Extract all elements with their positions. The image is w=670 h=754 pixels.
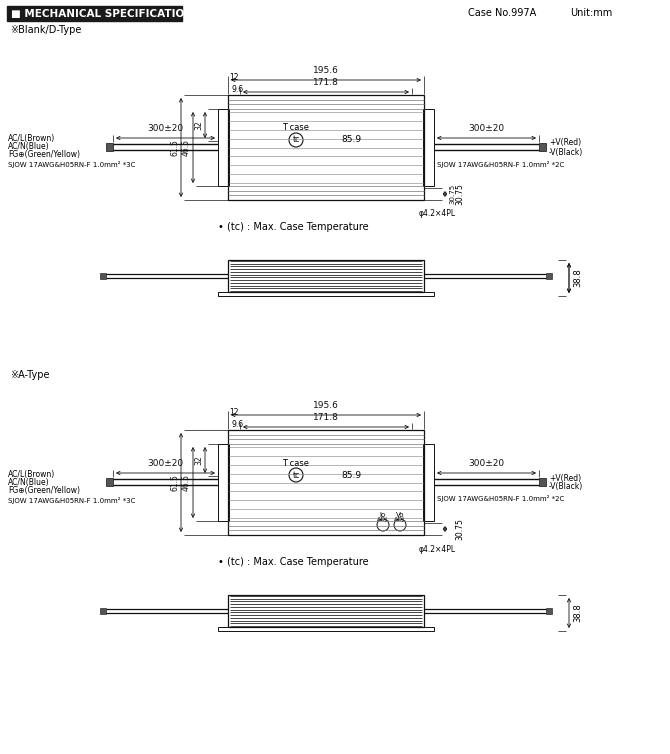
Text: AC/N(Blue): AC/N(Blue) (8, 477, 50, 486)
Text: 300±20: 300±20 (468, 459, 505, 468)
Bar (423, 109, 434, 186)
Text: φ4.2×4PL: φ4.2×4PL (419, 544, 456, 553)
Text: 32: 32 (194, 455, 203, 464)
Text: 195.6: 195.6 (313, 66, 339, 75)
Bar (100, 608, 106, 614)
Bar (7, 6, 182, 21)
Text: ADJ.: ADJ. (377, 517, 389, 523)
Bar (218, 292, 434, 296)
Bar (218, 627, 434, 631)
Bar (218, 109, 229, 186)
Bar (546, 273, 552, 279)
Text: 12: 12 (229, 408, 239, 417)
Text: ■ MECHANICAL SPECIFICATION: ■ MECHANICAL SPECIFICATION (11, 8, 193, 19)
Text: 38.8: 38.8 (573, 268, 582, 287)
Text: +V(Red): +V(Red) (549, 474, 581, 483)
Text: FG⊕(Green/Yellow): FG⊕(Green/Yellow) (8, 151, 80, 160)
Text: AC/L(Brown): AC/L(Brown) (8, 470, 55, 479)
Text: ADJ.: ADJ. (393, 517, 407, 523)
Text: 61.5: 61.5 (170, 139, 179, 156)
Text: ※Blank/D-Type: ※Blank/D-Type (10, 25, 81, 35)
Bar (106, 478, 113, 486)
Text: Io: Io (380, 512, 386, 518)
Bar (228, 260, 424, 292)
Text: tc: tc (292, 136, 299, 145)
Text: Unit:mm: Unit:mm (570, 8, 612, 19)
Bar (218, 444, 229, 521)
Text: φ4.2×4PL: φ4.2×4PL (419, 210, 456, 219)
Text: +V(Red): +V(Red) (549, 139, 581, 148)
Text: 46.5: 46.5 (182, 474, 191, 491)
Bar (228, 430, 424, 535)
Text: Case No.997A: Case No.997A (468, 8, 536, 19)
Bar (423, 444, 434, 521)
Text: SJOW 17AWG&H05RN-F 1.0mm² *3C: SJOW 17AWG&H05RN-F 1.0mm² *3C (8, 161, 135, 168)
Text: AC/N(Blue): AC/N(Blue) (8, 143, 50, 152)
Text: 12: 12 (229, 73, 239, 82)
Text: tc: tc (292, 470, 299, 480)
Text: 171.8: 171.8 (313, 78, 339, 87)
Text: 30.75: 30.75 (455, 183, 464, 205)
Bar (546, 608, 552, 614)
Text: 300±20: 300±20 (147, 459, 184, 468)
Text: 32: 32 (194, 120, 203, 130)
Text: 30.75: 30.75 (449, 184, 455, 204)
Text: 300±20: 300±20 (468, 124, 505, 133)
Text: -V(Black): -V(Black) (549, 483, 584, 492)
Text: 9.6: 9.6 (232, 420, 244, 429)
Bar (100, 273, 106, 279)
Text: 171.8: 171.8 (313, 413, 339, 422)
Text: -V(Black): -V(Black) (549, 148, 584, 157)
Text: T case: T case (283, 458, 310, 467)
Text: SJOW 17AWG&H05RN-F 1.0mm² *2C: SJOW 17AWG&H05RN-F 1.0mm² *2C (437, 495, 564, 502)
Text: 85.9: 85.9 (341, 470, 361, 480)
Text: 30.75: 30.75 (455, 518, 464, 540)
Bar (539, 143, 546, 151)
Bar (228, 595, 424, 627)
Text: T case: T case (283, 124, 310, 133)
Text: 46.5: 46.5 (182, 139, 191, 156)
Text: AC/L(Brown): AC/L(Brown) (8, 134, 55, 143)
Bar (539, 478, 546, 486)
Text: SJOW 17AWG&H05RN-F 1.0mm² *3C: SJOW 17AWG&H05RN-F 1.0mm² *3C (8, 496, 135, 504)
Text: Vo: Vo (396, 512, 404, 518)
Text: 85.9: 85.9 (341, 136, 361, 145)
Text: SJOW 17AWG&H05RN-F 1.0mm² *2C: SJOW 17AWG&H05RN-F 1.0mm² *2C (437, 161, 564, 167)
Text: ※A-Type: ※A-Type (10, 370, 50, 380)
Bar (106, 143, 113, 151)
Text: 300±20: 300±20 (147, 124, 184, 133)
Text: 61.5: 61.5 (170, 474, 179, 491)
Text: FG⊕(Green/Yellow): FG⊕(Green/Yellow) (8, 486, 80, 495)
Text: 38.8: 38.8 (573, 604, 582, 622)
Text: • (tc) : Max. Case Temperature: • (tc) : Max. Case Temperature (218, 222, 368, 232)
Bar (228, 95, 424, 200)
Text: 195.6: 195.6 (313, 401, 339, 410)
Text: • (tc) : Max. Case Temperature: • (tc) : Max. Case Temperature (218, 557, 368, 567)
Text: 9.6: 9.6 (232, 85, 244, 94)
